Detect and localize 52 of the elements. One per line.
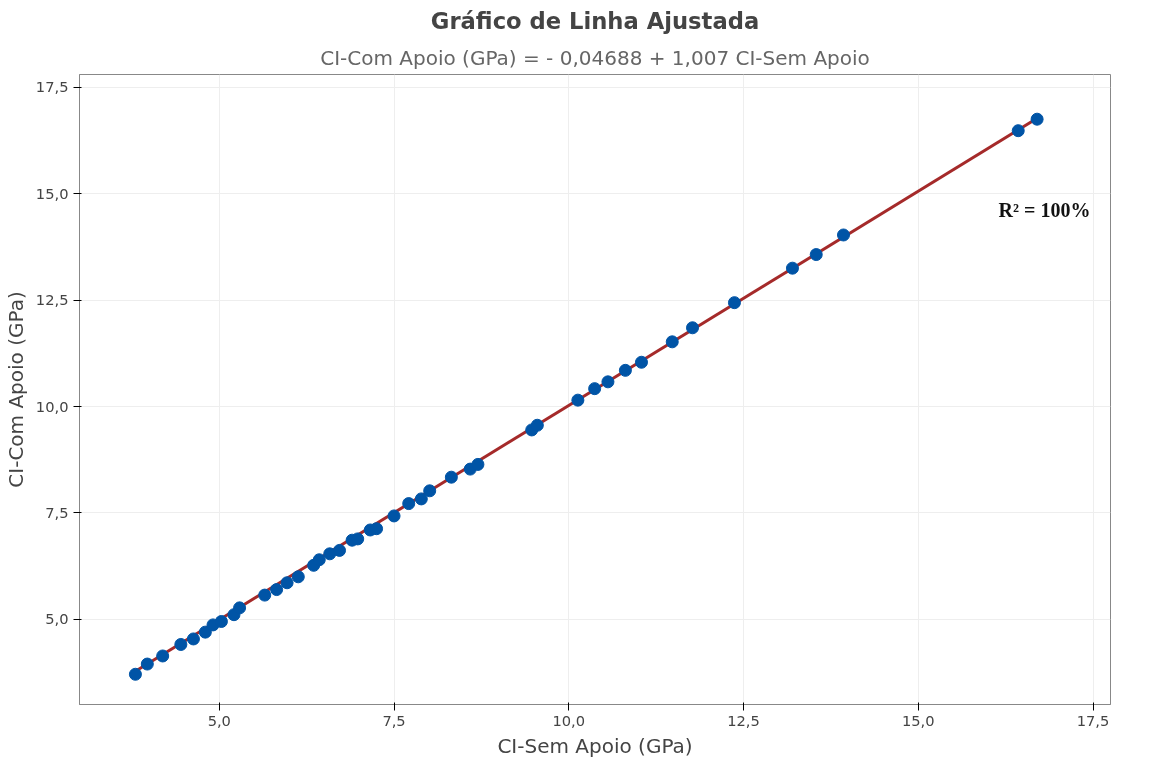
point — [836, 228, 850, 242]
point — [312, 553, 326, 567]
point — [444, 470, 458, 484]
point — [414, 492, 428, 506]
point — [809, 248, 823, 262]
point — [370, 522, 384, 536]
y-tick-label: 5,0 — [45, 610, 69, 628]
point — [214, 615, 228, 628]
point — [785, 261, 799, 275]
point — [1030, 112, 1044, 126]
x-tick-label: 17,5 — [1076, 711, 1110, 729]
point — [128, 667, 142, 681]
point — [686, 321, 700, 335]
point — [270, 583, 284, 597]
point — [291, 570, 305, 584]
point — [333, 543, 347, 557]
point — [571, 393, 585, 407]
x-tick-label: 5,0 — [207, 711, 231, 729]
point — [186, 632, 200, 646]
point — [588, 382, 602, 396]
point — [423, 484, 437, 498]
y-tick-label: 10,0 — [35, 397, 69, 415]
y-tick-label: 17,5 — [35, 78, 69, 96]
point — [174, 637, 188, 651]
x-tick-label: 15,0 — [901, 711, 935, 729]
chart-subtitle: CI-Com Apoio (GPa) = - 0,04688 + 1,007 CI-Sem Apoio — [320, 45, 870, 70]
x-axis-title: CI-Sem Apoio (GPa) — [497, 733, 693, 758]
y-tick-label: 15,0 — [35, 184, 69, 202]
point — [258, 588, 272, 602]
point — [233, 601, 247, 615]
point — [727, 296, 741, 310]
x-tick-label: 12,5 — [727, 711, 760, 729]
point — [140, 657, 154, 671]
point — [665, 335, 679, 349]
point — [387, 509, 401, 523]
point — [530, 418, 544, 432]
y-tick-label: 12,5 — [35, 291, 69, 309]
x-tick-label: 7,5 — [382, 711, 406, 729]
point — [198, 625, 212, 639]
point — [618, 363, 632, 377]
y-tick-label: 7,5 — [45, 503, 69, 521]
point — [601, 375, 615, 389]
point — [471, 457, 485, 471]
point — [280, 576, 294, 590]
point — [634, 355, 648, 369]
point — [1011, 124, 1025, 138]
point — [402, 497, 416, 511]
point — [156, 649, 170, 663]
annotation: R² = 100% — [998, 198, 1091, 221]
chart-title: Gráfico de Linha Ajustada — [430, 7, 760, 34]
x-tick-label: 10,0 — [552, 711, 586, 729]
y-axis-title: CI-Com Apoio (GPa) — [3, 291, 28, 488]
